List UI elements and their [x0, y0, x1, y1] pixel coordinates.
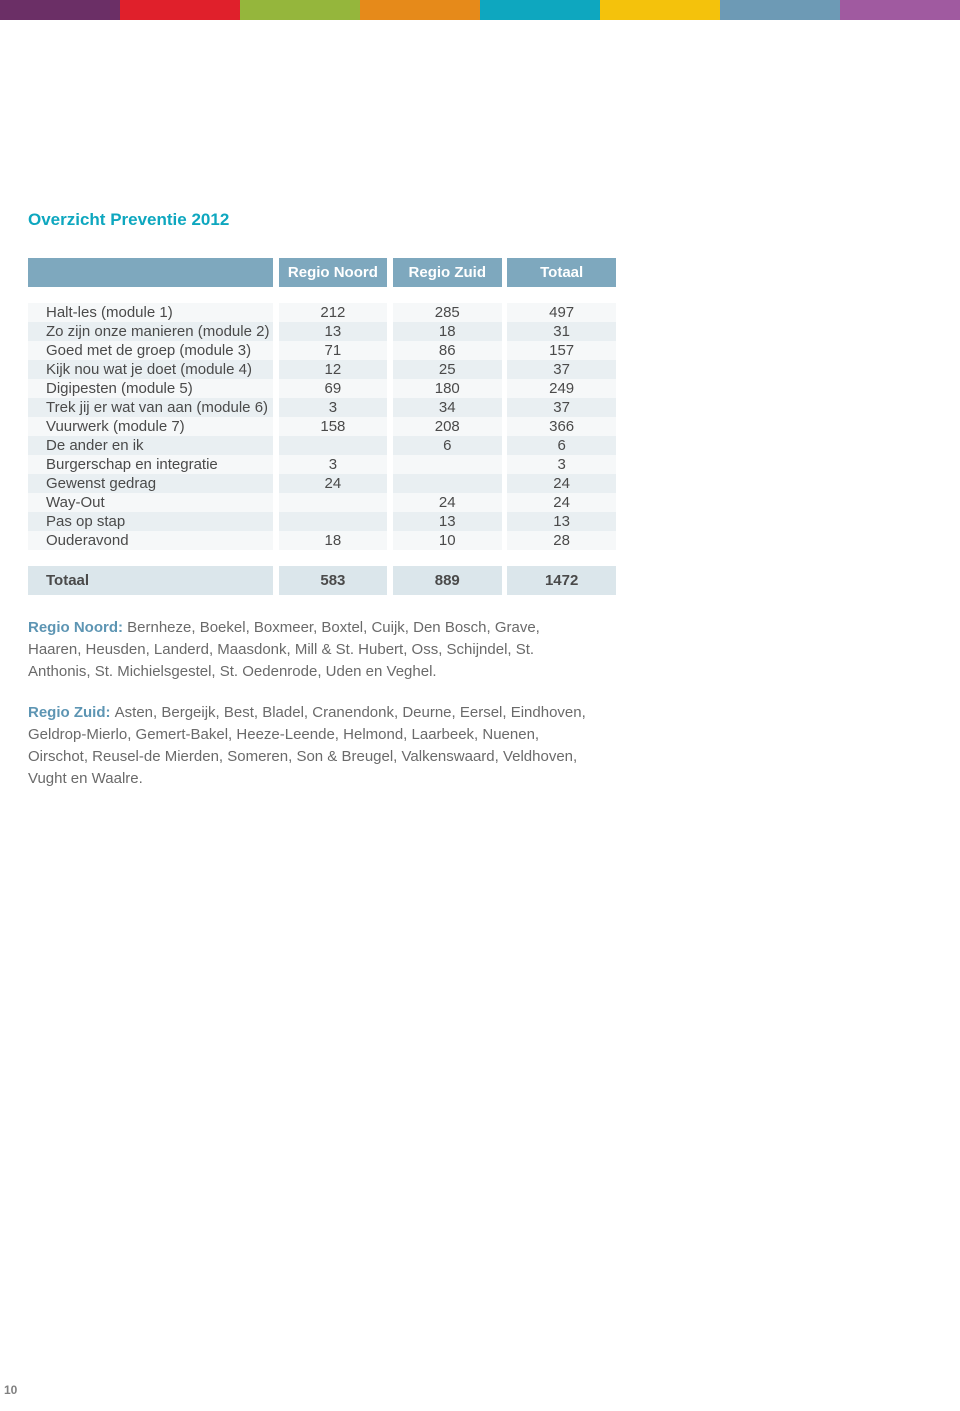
row-label: Kijk nou wat je doet (module 4) — [28, 360, 273, 379]
row-value: 24 — [507, 474, 616, 493]
total-value: 583 — [279, 566, 388, 595]
row-value: 28 — [507, 531, 616, 550]
row-label: Pas op stap — [28, 512, 273, 531]
page-number: 10 — [4, 1383, 17, 1397]
table-row: Goed met de groep (module 3) 71 86 157 — [28, 341, 616, 360]
row-value — [279, 436, 388, 455]
row-value: 13 — [507, 512, 616, 531]
row-label: Ouderavond — [28, 531, 273, 550]
row-label: Way-Out — [28, 493, 273, 512]
row-value: 158 — [279, 417, 388, 436]
row-value: 180 — [393, 379, 502, 398]
col-header-totaal: Totaal — [507, 258, 616, 287]
row-value: 86 — [393, 341, 502, 360]
row-value: 34 — [393, 398, 502, 417]
row-value: 6 — [507, 436, 616, 455]
row-label: Vuurwerk (module 7) — [28, 417, 273, 436]
col-header-noord: Regio Noord — [279, 258, 388, 287]
strip-seg-1 — [120, 0, 240, 20]
row-value — [279, 493, 388, 512]
row-value: 3 — [507, 455, 616, 474]
row-value: 249 — [507, 379, 616, 398]
row-value: 212 — [279, 303, 388, 322]
para-regio-noord: Regio Noord: Bernheze, Boekel, Boxmeer, … — [28, 617, 588, 682]
row-value: 157 — [507, 341, 616, 360]
row-label: Gewenst gedrag — [28, 474, 273, 493]
row-value: 69 — [279, 379, 388, 398]
table-header: Regio Noord Regio Zuid Totaal — [28, 258, 616, 287]
row-value: 18 — [393, 322, 502, 341]
row-value: 24 — [279, 474, 388, 493]
strip-seg-6 — [720, 0, 840, 20]
row-value: 18 — [279, 531, 388, 550]
strip-seg-0 — [0, 0, 120, 20]
row-value: 13 — [279, 322, 388, 341]
row-label: Digipesten (module 5) — [28, 379, 273, 398]
row-value: 3 — [279, 398, 388, 417]
col-header-zuid: Regio Zuid — [393, 258, 502, 287]
row-value: 366 — [507, 417, 616, 436]
table-row: Gewenst gedrag 24 24 — [28, 474, 616, 493]
table-row: Kijk nou wat je doet (module 4) 12 25 37 — [28, 360, 616, 379]
top-color-strip — [0, 0, 960, 20]
table-body: Halt-les (module 1)212285497Zo zijn onze… — [28, 287, 616, 595]
col-header-empty — [28, 258, 273, 287]
row-label: Burgerschap en integratie — [28, 455, 273, 474]
row-label: Trek jij er wat van aan (module 6) — [28, 398, 273, 417]
row-label: De ander en ik — [28, 436, 273, 455]
page-content: Overzicht Preventie 2012 Regio Noord Reg… — [0, 20, 660, 789]
region-descriptions: Regio Noord: Bernheze, Boekel, Boxmeer, … — [28, 617, 588, 789]
row-value: 3 — [279, 455, 388, 474]
strip-seg-2 — [240, 0, 360, 20]
row-value: 12 — [279, 360, 388, 379]
row-label: Zo zijn onze manieren (module 2) — [28, 322, 273, 341]
row-label: Goed met de groep (module 3) — [28, 341, 273, 360]
para-regio-zuid: Regio Zuid: Asten, Bergeijk, Best, Blade… — [28, 702, 588, 789]
row-value: 37 — [507, 360, 616, 379]
strip-seg-3 — [360, 0, 480, 20]
table-total-row: Totaal5838891472 — [28, 566, 616, 595]
total-value: 1472 — [507, 566, 616, 595]
table-row: Ouderavond 18 10 28 — [28, 531, 616, 550]
row-value: 497 — [507, 303, 616, 322]
row-value: 24 — [393, 493, 502, 512]
row-value: 10 — [393, 531, 502, 550]
strip-seg-4 — [480, 0, 600, 20]
row-value — [393, 455, 502, 474]
page-title: Overzicht Preventie 2012 — [28, 210, 660, 230]
strip-seg-7 — [840, 0, 960, 20]
para-zuid-lead: Regio Zuid: — [28, 704, 115, 721]
table-row: De ander en ik 66 — [28, 436, 616, 455]
table-row: Digipesten (module 5) 69 180 249 — [28, 379, 616, 398]
strip-seg-5 — [600, 0, 720, 20]
row-value: 208 — [393, 417, 502, 436]
table-row: Way-Out 24 24 — [28, 493, 616, 512]
row-value: 13 — [393, 512, 502, 531]
row-value: 71 — [279, 341, 388, 360]
row-value: 37 — [507, 398, 616, 417]
row-value: 24 — [507, 493, 616, 512]
para-noord-lead: Regio Noord: — [28, 619, 127, 636]
total-value: 889 — [393, 566, 502, 595]
row-value: 285 — [393, 303, 502, 322]
row-value: 25 — [393, 360, 502, 379]
table-row: Halt-les (module 1) 212 285 497 — [28, 303, 616, 322]
preventie-table: Regio Noord Regio Zuid Totaal Halt-les (… — [28, 258, 616, 595]
row-value — [393, 474, 502, 493]
table-row: Vuurwerk (module 7) 158 208 366 — [28, 417, 616, 436]
table-row: Trek jij er wat van aan (module 6) 3 34 37 — [28, 398, 616, 417]
table-row: Zo zijn onze manieren (module 2) 13 18 31 — [28, 322, 616, 341]
total-label: Totaal — [28, 566, 273, 595]
row-value — [279, 512, 388, 531]
table-row: Burgerschap en integratie 3 3 — [28, 455, 616, 474]
row-value: 31 — [507, 322, 616, 341]
row-value: 6 — [393, 436, 502, 455]
table-row: Pas op stap 13 13 — [28, 512, 616, 531]
row-label: Halt-les (module 1) — [28, 303, 273, 322]
